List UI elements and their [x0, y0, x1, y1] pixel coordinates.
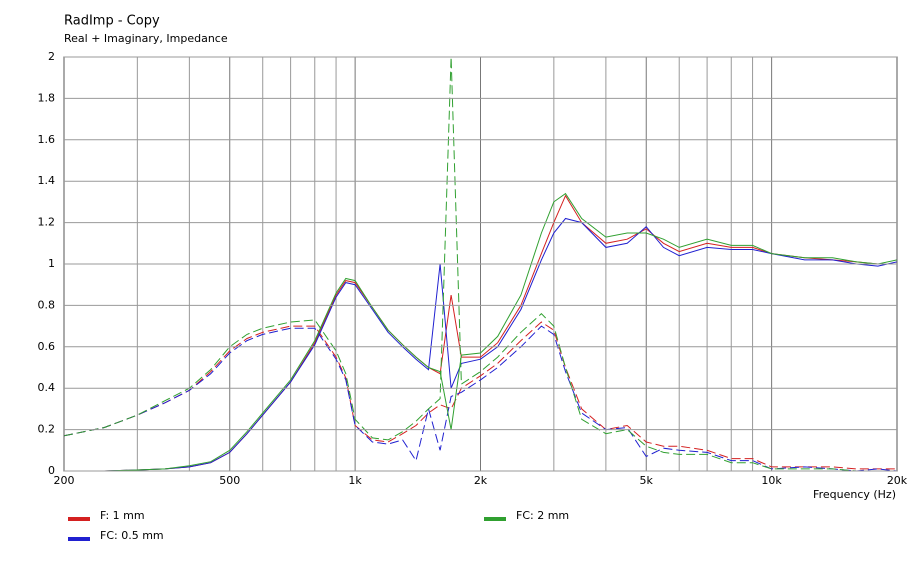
imaginary-line: [64, 325, 897, 471]
x-tick-label: 200: [54, 474, 75, 487]
chart-title: RadImp - Copy: [64, 14, 160, 29]
y-tick-label: 0.2: [38, 423, 56, 436]
chart-subtitle: Real + Imaginary, Impedance: [64, 32, 228, 45]
legend-swatch: [68, 517, 90, 521]
real-line: [104, 192, 897, 471]
legend-label: F: 1 mm: [100, 509, 145, 522]
x-tick-label: 10k: [761, 474, 782, 487]
y-tick-label: 1.2: [38, 216, 56, 229]
real-line: [104, 217, 897, 471]
y-tick-label: 0.6: [38, 340, 56, 353]
y-tick-label: 1.4: [38, 174, 56, 187]
y-tick-label: 1.8: [38, 91, 56, 104]
x-tick-label: 5k: [640, 474, 654, 487]
y-tick-label: 1.6: [38, 133, 56, 146]
y-tick-label: 0.8: [38, 298, 56, 311]
x-tick-label: 1k: [348, 474, 362, 487]
y-tick-label: 0.4: [38, 381, 56, 394]
legend-swatch: [484, 517, 506, 521]
y-tick-label: 2: [48, 50, 55, 63]
x-tick-label: 20k: [887, 474, 908, 487]
legend-label: FC: 2 mm: [516, 509, 569, 522]
legend-label: FC: 0.5 mm: [100, 529, 164, 542]
y-tick-label: 1: [48, 257, 55, 270]
legend-swatch: [68, 537, 90, 541]
x-tick-label: 500: [219, 474, 240, 487]
x-tick-label: 2k: [474, 474, 488, 487]
y-tick-label: 0: [48, 464, 55, 477]
x-axis-label: Frequency (Hz): [813, 488, 896, 501]
imaginary-line: [64, 57, 897, 471]
